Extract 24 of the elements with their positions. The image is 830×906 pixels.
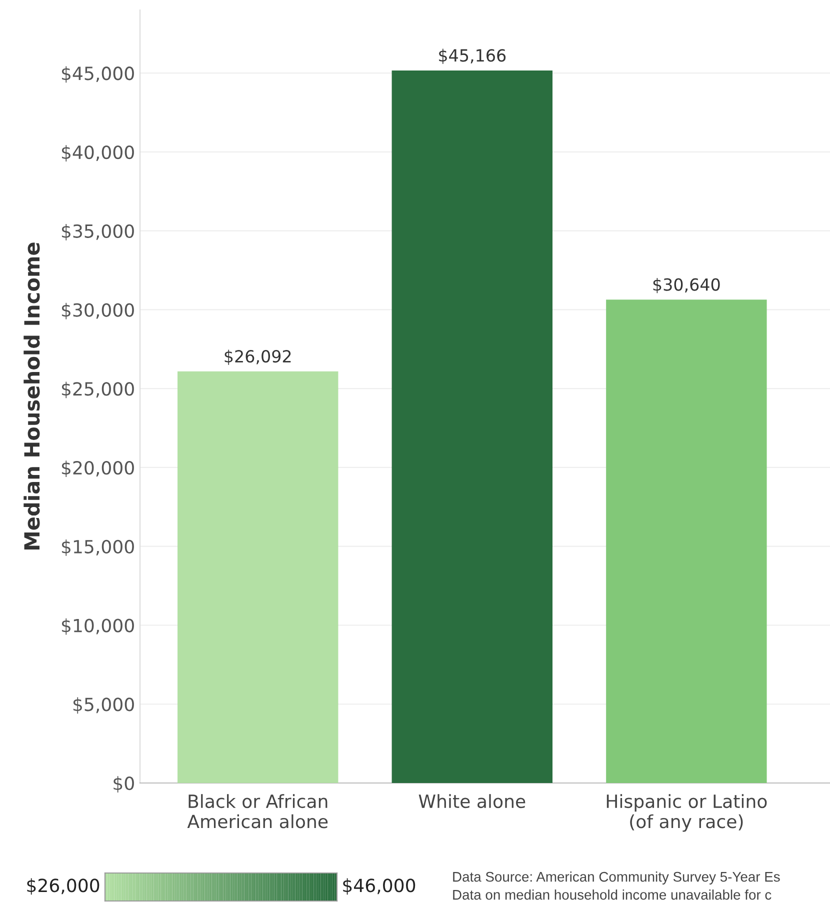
data-label: $26,092 — [224, 350, 291, 365]
bar — [606, 300, 767, 783]
data-label: $30,640 — [653, 278, 720, 294]
x-tick-label: White alone — [418, 794, 526, 808]
y-tick-label: $30,000 — [62, 302, 134, 320]
data-label: $45,166 — [439, 48, 506, 64]
x-tick-label: Hispanic or Latino (of any race) — [606, 794, 767, 832]
y-axis-title: Median Household Income — [24, 242, 40, 550]
color-bar-label: $46,000 — [343, 878, 416, 895]
y-tick-label: $25,000 — [62, 382, 134, 398]
y-tick-label: $20,000 — [62, 460, 134, 478]
y-tick-label: $10,000 — [62, 618, 134, 635]
source-note: Data Source: American Community Survey 5-Year Es — [453, 872, 780, 884]
y-tick-label: $0 — [114, 776, 134, 793]
y-tick-label: $40,000 — [62, 145, 134, 162]
text: Data on median household income unavailable for c — [453, 890, 772, 900]
y-tick-label: $45,000 — [62, 66, 134, 83]
color-bar-label: $26,000 — [27, 878, 100, 895]
bar — [392, 70, 552, 783]
bar — [178, 371, 338, 783]
y-tick-label: $15,000 — [62, 540, 134, 556]
y-tick-label: $5,000 — [73, 697, 134, 714]
x-tick-label: Black or African American alone — [187, 794, 328, 828]
y-tick-label: $35,000 — [62, 224, 134, 240]
